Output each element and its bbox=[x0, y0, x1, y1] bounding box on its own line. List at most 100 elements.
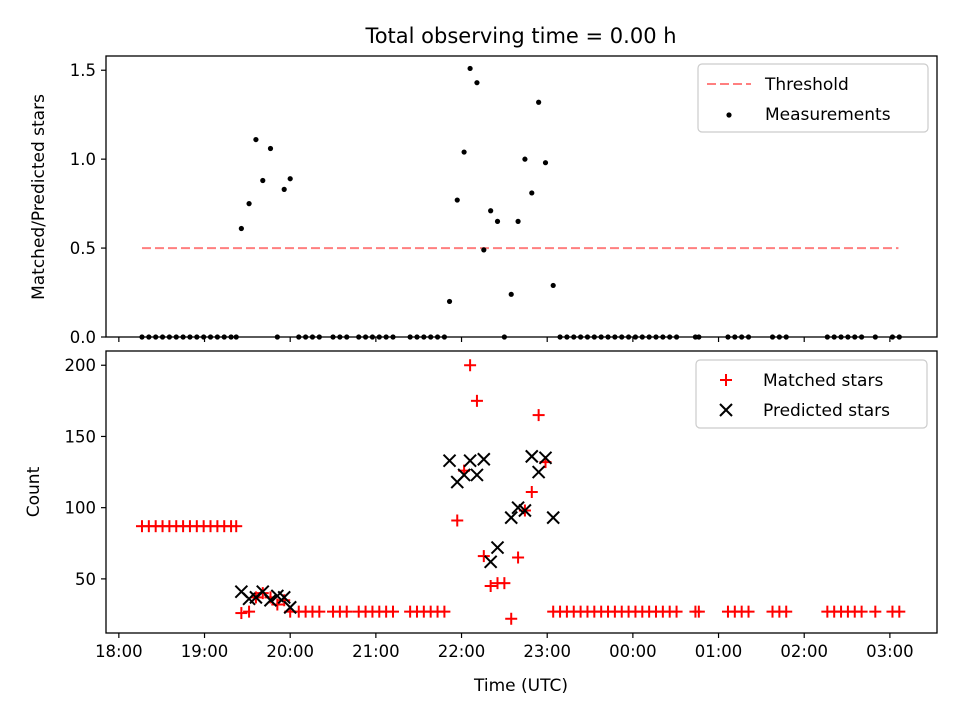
matched-star-point bbox=[271, 598, 284, 611]
predicted-star-point bbox=[477, 452, 491, 466]
measurement-point bbox=[407, 334, 413, 340]
predicted-star-point bbox=[442, 453, 457, 468]
measurement-point bbox=[557, 334, 563, 340]
measurement-point bbox=[769, 334, 776, 340]
measurement-point bbox=[376, 334, 382, 340]
predicted-star-point bbox=[283, 600, 297, 615]
measurement-point bbox=[474, 80, 480, 86]
predicted-star-point bbox=[531, 465, 546, 479]
measurement-point bbox=[159, 334, 166, 340]
measurement-point bbox=[421, 334, 427, 340]
predicted-star-point bbox=[483, 555, 498, 569]
bottom-y-tick-label: 150 bbox=[65, 427, 97, 446]
measurement-point bbox=[180, 334, 186, 340]
matched-star-point bbox=[313, 605, 326, 618]
measurement-point bbox=[303, 334, 309, 340]
measurement-point bbox=[296, 334, 302, 340]
matched-star-point bbox=[386, 605, 399, 618]
matched-star-point bbox=[498, 577, 511, 590]
measurement-point bbox=[831, 334, 837, 340]
measurement-point bbox=[139, 334, 145, 340]
measurement-point bbox=[646, 334, 652, 340]
matched-star-point bbox=[780, 605, 793, 618]
measurement-point bbox=[653, 334, 659, 340]
predicted-star-point bbox=[470, 468, 484, 482]
x-tick-label: 20:00 bbox=[266, 642, 314, 661]
measurement-point bbox=[228, 334, 234, 340]
matched-star-point bbox=[692, 605, 705, 618]
measurement-point bbox=[344, 334, 350, 340]
measurement-point bbox=[238, 225, 244, 232]
bottom-panel: 50 100 150 200 18:00 19:00 20:00 21:00 22:00 23:… bbox=[24, 350, 938, 696]
measurement-point bbox=[852, 334, 858, 340]
top-legend-box bbox=[697, 63, 929, 133]
matched-star-point bbox=[512, 551, 525, 564]
measurement-point bbox=[461, 149, 467, 155]
measurement-point bbox=[584, 334, 591, 340]
bottom-plot-area bbox=[135, 359, 906, 625]
predicted-legend-label: Predicted stars bbox=[763, 401, 890, 421]
matched-star-point bbox=[464, 359, 477, 372]
measurement-point bbox=[591, 334, 597, 340]
measurement-point bbox=[578, 334, 584, 340]
measurement-point bbox=[153, 334, 159, 340]
predicted-star-point bbox=[518, 503, 532, 518]
x-axis: 18:00 19:00 20:00 21:00 22:00 23:00 00:00 01:00… bbox=[95, 633, 914, 661]
measurement-point bbox=[356, 334, 362, 340]
measurement-point bbox=[515, 218, 521, 224]
measurement-point bbox=[612, 334, 618, 340]
measurement-point bbox=[536, 99, 542, 105]
measurement-point bbox=[390, 334, 396, 340]
matched-star-point bbox=[470, 394, 483, 407]
x-tick-label: 21:00 bbox=[352, 642, 400, 661]
measurement-point bbox=[859, 334, 865, 340]
measurement-point bbox=[872, 334, 878, 340]
measurement-point bbox=[494, 218, 501, 224]
matched-star-point bbox=[855, 605, 868, 618]
measurement-point bbox=[481, 247, 487, 253]
measurement-point bbox=[233, 334, 239, 340]
measurement-point bbox=[383, 334, 389, 340]
measurement-point bbox=[571, 334, 577, 340]
measurement-point bbox=[274, 334, 280, 340]
measurements-legend-label: Measurements bbox=[765, 105, 891, 125]
measurement-point bbox=[725, 334, 731, 340]
bottom-y-tick-label: 100 bbox=[65, 499, 97, 518]
measurement-point bbox=[287, 176, 293, 182]
matched-star-point bbox=[532, 409, 545, 422]
matched-star-point bbox=[438, 605, 451, 618]
matched-star-point bbox=[230, 520, 243, 533]
measurement-point bbox=[824, 334, 830, 340]
measurement-point bbox=[146, 334, 152, 340]
predicted-star-point bbox=[263, 593, 278, 607]
measurement-point bbox=[173, 334, 179, 340]
measurement-point bbox=[369, 334, 376, 340]
measurement-point bbox=[414, 334, 420, 340]
predicted-star-point bbox=[277, 590, 291, 605]
matched-star-point bbox=[893, 605, 906, 618]
measurement-point bbox=[281, 186, 287, 192]
measurement-point bbox=[529, 190, 535, 196]
x-tick-label: 23:00 bbox=[523, 642, 571, 661]
measurement-point bbox=[434, 334, 441, 340]
measurement-point bbox=[696, 334, 702, 340]
measurement-point bbox=[522, 156, 528, 162]
bottom-legend-box bbox=[695, 359, 928, 429]
predicted-star-point bbox=[463, 453, 477, 468]
measurement-point bbox=[673, 334, 680, 340]
matched-legend-marker bbox=[720, 374, 732, 386]
matched-star-point bbox=[505, 612, 518, 625]
measurement-point bbox=[221, 334, 227, 340]
measurement-point bbox=[260, 177, 266, 184]
top-y-tick-label: 1.0 bbox=[70, 150, 96, 169]
top-y-tick-label: 1.5 bbox=[70, 61, 96, 80]
matched-star-point bbox=[484, 580, 497, 592]
measurement-point bbox=[337, 334, 343, 340]
measurement-point bbox=[253, 136, 259, 143]
predicted-legend-marker bbox=[719, 403, 733, 417]
x-tick-label: 22:00 bbox=[438, 642, 486, 661]
matched-star-point bbox=[670, 605, 683, 618]
measurement-point bbox=[267, 145, 274, 152]
matched-star-point bbox=[235, 607, 248, 620]
x-tick-label: 00:00 bbox=[609, 642, 657, 661]
